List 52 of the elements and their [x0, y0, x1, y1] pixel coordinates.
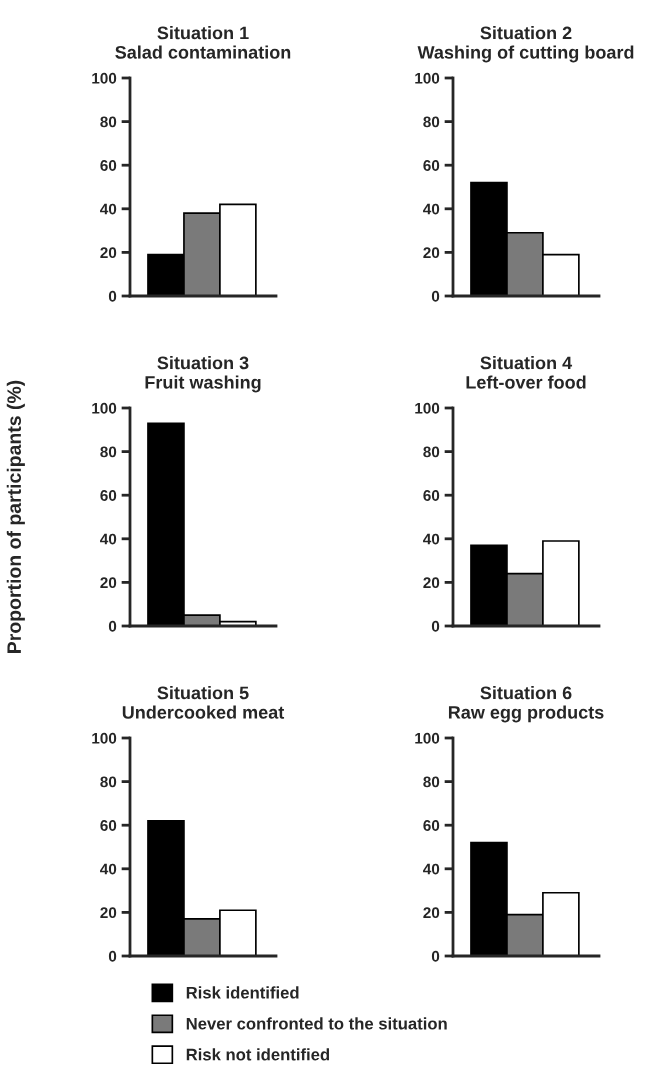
- y-axis-title: Proportion of participants (%): [6, 380, 25, 653]
- y-tick-label: 80: [423, 446, 440, 458]
- chart-title: Situation 1: [157, 26, 249, 40]
- y-tick-label: 100: [92, 72, 117, 84]
- y-tick-label: 100: [415, 402, 440, 414]
- legend-label: Never confronted to the situation: [186, 1017, 447, 1030]
- y-tick-label: 100: [415, 72, 440, 84]
- chart-title: Situation 5: [157, 686, 249, 700]
- y-tick-label: 40: [100, 533, 117, 545]
- y-tick-label: 60: [100, 820, 117, 831]
- y-tick-label: 80: [100, 776, 117, 788]
- y-tick-label: 60: [100, 160, 117, 171]
- y-tick-label: 20: [100, 907, 117, 919]
- chart-subtitle: Fruit washing: [145, 375, 261, 393]
- legend-label: Risk identified: [186, 986, 299, 999]
- y-tick-label: 40: [423, 203, 440, 215]
- y-tick-label: 100: [415, 732, 440, 744]
- y-tick-label: 60: [423, 820, 440, 831]
- y-tick-label: 60: [423, 160, 440, 171]
- y-tick-label: 80: [100, 116, 117, 128]
- chart-subtitle: Salad contamination: [115, 45, 291, 59]
- y-tick-label: 0: [108, 290, 117, 302]
- chart-title: Situation 4: [480, 356, 573, 370]
- y-tick-label: 40: [100, 863, 117, 875]
- y-tick-label: 0: [431, 290, 440, 302]
- chart-title: Situation 6: [480, 686, 572, 700]
- chart-title: Situation 3: [157, 356, 249, 370]
- y-tick-label: 80: [423, 116, 440, 128]
- y-tick-label: 0: [108, 950, 117, 962]
- y-tick-label: 0: [108, 620, 117, 632]
- y-tick-label: 20: [100, 577, 117, 589]
- y-tick-label: 80: [100, 446, 117, 458]
- y-tick-label: 60: [100, 490, 117, 501]
- y-tick-label: 40: [100, 203, 117, 215]
- y-tick-label: 20: [100, 247, 117, 259]
- y-tick-label: 20: [423, 577, 440, 589]
- y-tick-label: 0: [431, 950, 440, 962]
- legend-label: Risk not identified: [186, 1048, 330, 1061]
- y-tick-label: 0: [431, 620, 440, 632]
- y-tick-label: 40: [423, 533, 440, 545]
- chart-subtitle: Washing of cutting board: [417, 45, 634, 63]
- y-tick-label: 20: [423, 907, 440, 919]
- chart-subtitle: Undercooked meat: [122, 705, 285, 719]
- chart-subtitle: Raw egg products: [448, 705, 604, 723]
- y-tick-label: 80: [423, 776, 440, 788]
- chart-title: Situation 2: [480, 26, 572, 40]
- y-tick-label: 20: [423, 247, 440, 259]
- y-tick-label: 40: [423, 863, 440, 875]
- y-tick-label: 100: [92, 732, 117, 744]
- y-tick-label: 60: [423, 490, 440, 501]
- y-tick-label: 100: [92, 402, 117, 414]
- chart-subtitle: Left-over food: [466, 375, 586, 389]
